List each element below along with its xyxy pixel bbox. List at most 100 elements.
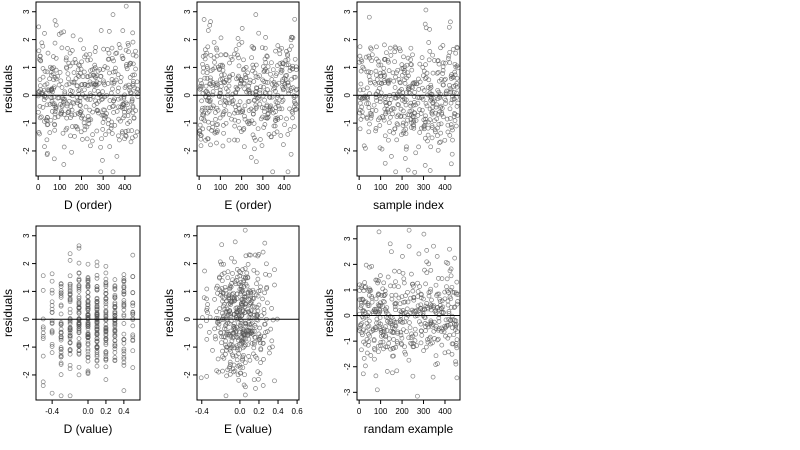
x-tick-label: 0 <box>197 183 202 192</box>
data-point <box>376 229 382 235</box>
data-point <box>91 82 97 88</box>
data-point <box>386 336 392 342</box>
data-point <box>49 350 55 355</box>
data-point <box>389 154 394 159</box>
data-point <box>408 57 413 62</box>
data-point <box>111 103 116 109</box>
data-point <box>126 109 131 114</box>
data-point <box>135 94 141 99</box>
data-point <box>90 132 95 137</box>
data-point <box>107 144 113 149</box>
data-point <box>76 88 82 94</box>
data-point <box>394 70 399 76</box>
data-point <box>123 63 129 69</box>
data-point <box>124 66 130 72</box>
data-point <box>410 373 416 379</box>
data-point <box>265 64 271 70</box>
data-point <box>450 93 455 99</box>
data-point <box>435 133 440 139</box>
x-tick-label: 0.4 <box>118 407 130 416</box>
data-point <box>443 76 448 82</box>
data-point <box>417 284 422 289</box>
data-point <box>408 310 413 316</box>
data-point <box>70 33 76 39</box>
data-point <box>271 86 276 92</box>
data-point <box>251 135 257 141</box>
data-point <box>103 301 109 307</box>
x-tick-label: 0.0 <box>82 407 94 416</box>
data-point <box>444 276 450 282</box>
data-point <box>70 124 75 129</box>
data-point <box>47 76 52 82</box>
y-tick-label: 0 <box>183 316 192 321</box>
data-point <box>67 393 73 399</box>
data-point <box>222 323 228 329</box>
data-point <box>67 281 73 287</box>
data-point <box>388 321 393 326</box>
data-point <box>445 122 451 128</box>
data-point <box>415 113 421 118</box>
data-point <box>110 86 115 92</box>
data-point <box>256 331 262 337</box>
data-point <box>204 88 209 94</box>
data-point <box>67 297 73 303</box>
x-tick-label: 0.2 <box>253 407 265 416</box>
data-point <box>434 116 440 122</box>
data-point <box>367 121 372 127</box>
data-point <box>103 282 109 288</box>
data-point <box>214 80 220 86</box>
data-point <box>422 163 428 168</box>
data-point <box>126 49 131 55</box>
data-point <box>454 104 460 109</box>
data-point <box>426 57 432 63</box>
data-point <box>441 329 447 335</box>
data-point <box>242 266 248 271</box>
data-point <box>411 125 417 131</box>
data-point <box>87 51 93 57</box>
data-point <box>453 290 459 296</box>
data-point <box>362 280 367 285</box>
data-point <box>76 328 82 334</box>
data-point <box>264 54 270 59</box>
data-point <box>206 109 212 114</box>
data-point <box>364 350 370 356</box>
data-point <box>230 290 236 296</box>
data-point <box>112 357 118 363</box>
data-point <box>114 154 120 159</box>
data-point <box>127 60 133 66</box>
data-point <box>445 129 451 135</box>
data-point <box>212 130 218 136</box>
data-point <box>440 304 446 310</box>
data-point <box>454 337 460 343</box>
data-point <box>258 116 264 122</box>
data-point <box>255 126 261 132</box>
data-point <box>230 277 235 283</box>
data-point <box>121 298 127 303</box>
data-point <box>221 109 227 115</box>
data-point <box>217 115 223 121</box>
data-point <box>449 72 454 77</box>
data-point <box>397 79 403 85</box>
x-tick-label: 200 <box>235 183 249 192</box>
data-point <box>85 261 91 267</box>
data-point <box>40 353 46 359</box>
data-point <box>42 144 47 149</box>
data-point <box>80 92 85 97</box>
data-point <box>238 284 244 290</box>
data-point <box>88 57 93 63</box>
data-point <box>368 70 374 75</box>
data-point <box>413 150 419 156</box>
data-point <box>213 85 219 91</box>
data-point <box>417 319 422 325</box>
data-point <box>282 122 287 128</box>
y-tick-label: 3 <box>343 236 352 241</box>
data-point <box>435 336 441 342</box>
data-point <box>373 72 379 78</box>
data-point <box>67 335 73 341</box>
data-point <box>210 124 216 130</box>
data-point <box>58 320 64 325</box>
data-point <box>249 341 255 346</box>
data-point <box>440 43 446 48</box>
data-point <box>214 140 219 146</box>
data-point <box>438 139 443 145</box>
